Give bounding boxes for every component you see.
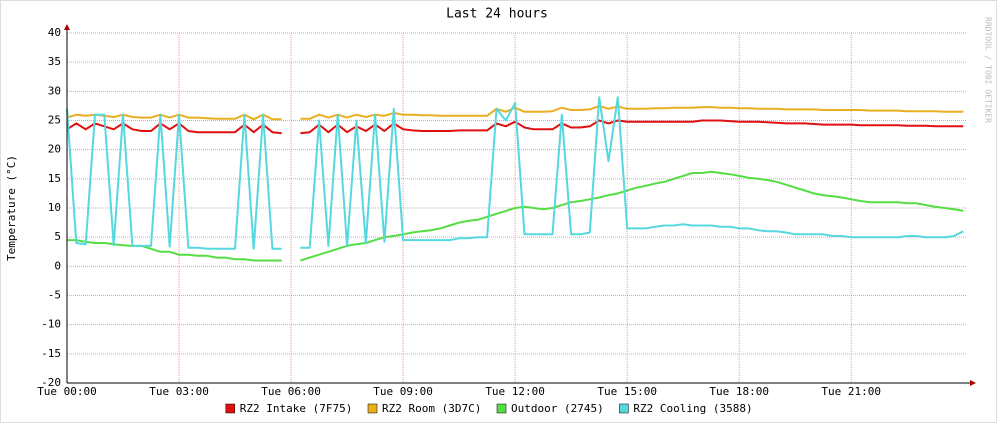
y-tick-label: 40 (48, 26, 61, 39)
x-axis-arrow (970, 380, 976, 386)
x-tick-label: Tue 09:00 (373, 385, 433, 398)
legend-swatch (619, 403, 629, 414)
y-tick-label: 0 (54, 259, 61, 272)
y-tick-label: 10 (48, 201, 61, 214)
legend-label: RZ2 Room (3D7C) (382, 402, 481, 415)
y-tick-label: -20 (41, 376, 61, 389)
series-line (67, 170, 964, 262)
y-tick-label: 35 (48, 55, 61, 68)
x-tick-label: Tue 21:00 (821, 385, 881, 398)
x-tick-label: Tue 06:00 (261, 385, 321, 398)
x-tick-label: Tue 00:00 (37, 385, 97, 398)
chart-title: Last 24 hours (446, 7, 548, 22)
legend-swatch (496, 403, 507, 414)
watermark: RRDTOOL / TOBI OETIKER (984, 17, 993, 123)
y-tick-label: -10 (41, 318, 61, 331)
y-tick-label: 5 (54, 230, 61, 243)
x-tick-label: Tue 15:00 (597, 385, 657, 398)
x-tick-label: Tue 12:00 (485, 385, 545, 398)
y-tick-label: -15 (41, 347, 61, 360)
legend-swatch (225, 403, 236, 414)
y-tick-label: 15 (48, 172, 61, 185)
legend-swatch (367, 403, 378, 414)
y-tick-label: 30 (48, 84, 61, 97)
y-axis-arrow (64, 24, 70, 30)
series-line (66, 96, 964, 250)
x-tick-label: Tue 03:00 (149, 385, 209, 398)
y-tick-label: -5 (48, 289, 61, 302)
legend-label: Outdoor (2745) (511, 402, 604, 415)
y-tick-label: 20 (48, 143, 61, 156)
legend-label: RZ2 Cooling (3588) (633, 402, 752, 415)
x-tick-label: Tue 18:00 (709, 385, 769, 398)
y-axis-label: Temperature (°C) (5, 155, 18, 261)
legend-label: RZ2 Intake (7F75) (240, 402, 353, 415)
y-tick-label: 25 (48, 114, 61, 127)
